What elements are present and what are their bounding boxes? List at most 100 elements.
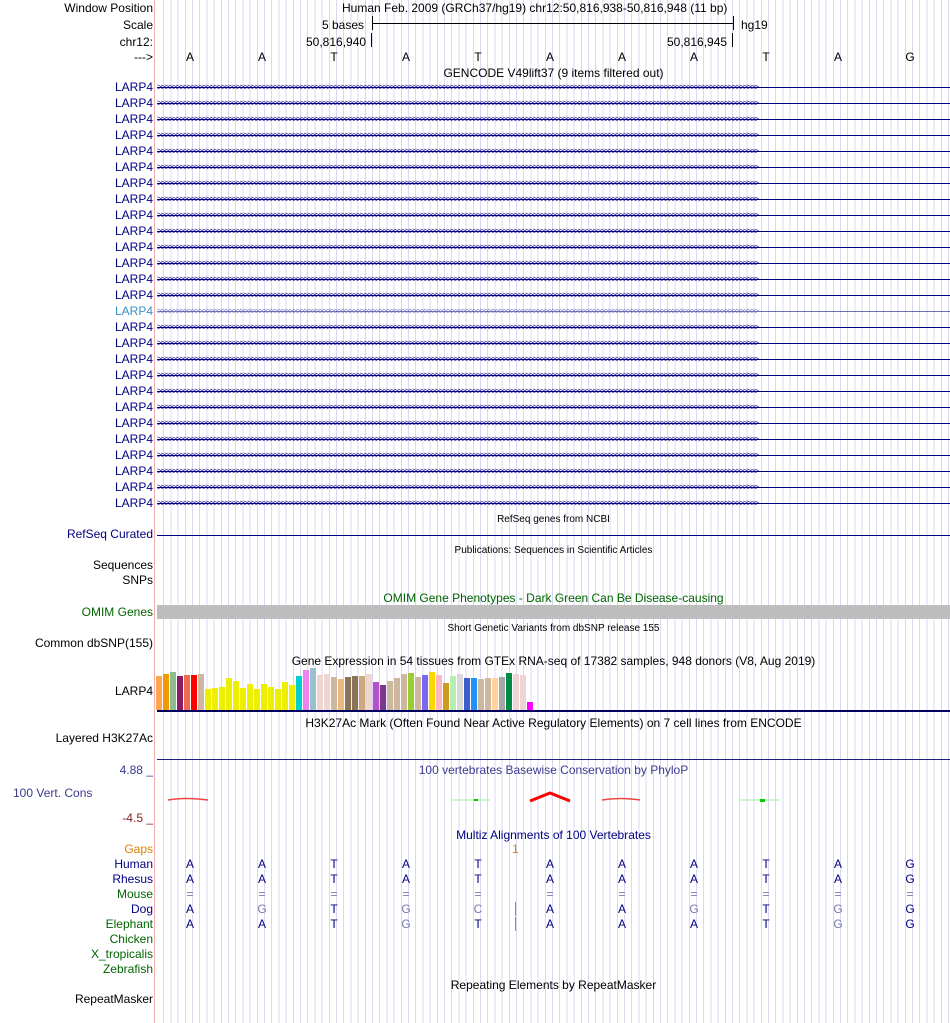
gtex-tissue-bar[interactable] — [380, 685, 386, 710]
gtex-tissue-bar[interactable] — [247, 684, 253, 710]
refseq-gene-line[interactable] — [157, 535, 950, 536]
gene-transcript[interactable]: >>>>>>>>>>>>>>>>>>>>>>>>>>>>>>>>>>>>>>>>… — [157, 259, 950, 268]
gtex-tissue-bar[interactable] — [485, 678, 491, 710]
gene-transcript[interactable]: >>>>>>>>>>>>>>>>>>>>>>>>>>>>>>>>>>>>>>>>… — [157, 163, 950, 172]
gene-label[interactable]: LARP4 — [114, 192, 153, 206]
gtex-tissue-bar[interactable] — [268, 687, 274, 710]
gtex-tissue-bar[interactable] — [275, 689, 281, 710]
gene-transcript[interactable]: >>>>>>>>>>>>>>>>>>>>>>>>>>>>>>>>>>>>>>>>… — [157, 387, 950, 396]
gtex-tissue-bar[interactable] — [422, 675, 428, 710]
gene-label[interactable]: LARP4 — [114, 80, 153, 94]
species-label-x_tropicalis[interactable]: X_tropicalis — [90, 947, 153, 961]
gtex-tissue-bar[interactable] — [513, 674, 519, 710]
gtex-tissue-bar[interactable] — [338, 679, 344, 710]
gtex-tissue-bar[interactable] — [233, 681, 239, 710]
gtex-tissue-bar[interactable] — [226, 678, 232, 710]
gtex-tissue-bar[interactable] — [457, 674, 463, 710]
gene-label[interactable]: LARP4 — [114, 384, 153, 398]
gene-transcript[interactable]: >>>>>>>>>>>>>>>>>>>>>>>>>>>>>>>>>>>>>>>>… — [157, 227, 950, 236]
gene-transcript[interactable]: >>>>>>>>>>>>>>>>>>>>>>>>>>>>>>>>>>>>>>>>… — [157, 211, 950, 220]
gtex-tissue-bar[interactable] — [429, 672, 435, 710]
gene-label[interactable]: LARP4 — [114, 432, 153, 446]
gene-label[interactable]: LARP4 — [114, 240, 153, 254]
gtex-tissue-bar[interactable] — [373, 682, 379, 710]
gtex-bar-chart[interactable] — [156, 660, 556, 710]
gene-label[interactable]: LARP4 — [114, 464, 153, 478]
gene-label[interactable]: LARP4 — [114, 480, 153, 494]
gene-label[interactable]: LARP4 — [114, 144, 153, 158]
gtex-tissue-bar[interactable] — [282, 682, 288, 710]
gtex-tissue-bar[interactable] — [289, 685, 295, 710]
gene-label[interactable]: LARP4 — [114, 304, 153, 318]
gene-label[interactable]: LARP4 — [114, 96, 153, 110]
gtex-tissue-bar[interactable] — [499, 677, 505, 710]
gene-transcript[interactable]: >>>>>>>>>>>>>>>>>>>>>>>>>>>>>>>>>>>>>>>>… — [157, 451, 950, 460]
gtex-tissue-bar[interactable] — [394, 678, 400, 710]
gtex-tissue-bar[interactable] — [261, 684, 267, 710]
gtex-tissue-bar[interactable] — [415, 677, 421, 710]
gene-label[interactable]: LARP4 — [114, 176, 153, 190]
gtex-tissue-bar[interactable] — [303, 670, 309, 710]
gene-transcript[interactable]: >>>>>>>>>>>>>>>>>>>>>>>>>>>>>>>>>>>>>>>>… — [157, 243, 950, 252]
gene-transcript[interactable]: >>>>>>>>>>>>>>>>>>>>>>>>>>>>>>>>>>>>>>>>… — [157, 99, 950, 108]
gene-transcript[interactable]: >>>>>>>>>>>>>>>>>>>>>>>>>>>>>>>>>>>>>>>>… — [157, 83, 950, 92]
gene-label[interactable]: LARP4 — [114, 128, 153, 142]
species-label-zebrafish[interactable]: Zebrafish — [102, 962, 153, 976]
gene-transcript[interactable]: >>>>>>>>>>>>>>>>>>>>>>>>>>>>>>>>>>>>>>>>… — [157, 195, 950, 204]
gtex-tissue-bar[interactable] — [436, 675, 442, 710]
omim-label[interactable]: OMIM Genes — [81, 605, 153, 619]
gtex-tissue-bar[interactable] — [310, 668, 316, 710]
gtex-tissue-bar[interactable] — [296, 676, 302, 710]
gtex-tissue-bar[interactable] — [191, 675, 197, 710]
gtex-tissue-bar[interactable] — [443, 683, 449, 710]
gene-label[interactable]: LARP4 — [114, 336, 153, 350]
gene-transcript[interactable]: >>>>>>>>>>>>>>>>>>>>>>>>>>>>>>>>>>>>>>>>… — [157, 371, 950, 380]
publications-label[interactable]: Sequences — [92, 558, 153, 572]
gene-label[interactable]: LARP4 — [114, 208, 153, 222]
h3k27ac-label[interactable]: Layered H3K27Ac — [55, 731, 153, 745]
species-label-mouse[interactable]: Mouse — [116, 887, 153, 901]
gtex-tissue-bar[interactable] — [506, 673, 512, 710]
omim-gene-bar[interactable] — [157, 605, 950, 619]
gtex-tissue-bar[interactable] — [219, 687, 225, 710]
gtex-tissue-bar[interactable] — [170, 672, 176, 710]
snps-label[interactable]: SNPs — [122, 573, 153, 587]
gene-transcript[interactable]: >>>>>>>>>>>>>>>>>>>>>>>>>>>>>>>>>>>>>>>>… — [157, 275, 950, 284]
gtex-tissue-bar[interactable] — [520, 675, 526, 710]
gtex-tissue-bar[interactable] — [177, 676, 183, 710]
gencode-title[interactable]: GENCODE V49lift37 (9 items filtered out) — [443, 66, 664, 80]
gene-transcript[interactable]: >>>>>>>>>>>>>>>>>>>>>>>>>>>>>>>>>>>>>>>>… — [157, 419, 950, 428]
gene-transcript[interactable]: >>>>>>>>>>>>>>>>>>>>>>>>>>>>>>>>>>>>>>>>… — [157, 467, 950, 476]
repeatmasker-label[interactable]: RepeatMasker — [74, 992, 153, 1006]
gtex-tissue-bar[interactable] — [366, 674, 372, 710]
gtex-tissue-bar[interactable] — [198, 674, 204, 710]
gene-label[interactable]: LARP4 — [114, 272, 153, 286]
gene-transcript[interactable]: >>>>>>>>>>>>>>>>>>>>>>>>>>>>>>>>>>>>>>>>… — [157, 179, 950, 188]
gene-transcript[interactable]: >>>>>>>>>>>>>>>>>>>>>>>>>>>>>>>>>>>>>>>>… — [157, 339, 950, 348]
gtex-tissue-bar[interactable] — [450, 676, 456, 710]
gene-transcript[interactable]: >>>>>>>>>>>>>>>>>>>>>>>>>>>>>>>>>>>>>>>>… — [157, 483, 950, 492]
species-label-chicken[interactable]: Chicken — [109, 932, 153, 946]
gene-transcript[interactable]: >>>>>>>>>>>>>>>>>>>>>>>>>>>>>>>>>>>>>>>>… — [157, 499, 950, 508]
gene-label[interactable]: LARP4 — [114, 256, 153, 270]
gtex-tissue-bar[interactable] — [352, 676, 358, 710]
gene-transcript[interactable]: >>>>>>>>>>>>>>>>>>>>>>>>>>>>>>>>>>>>>>>>… — [157, 323, 950, 332]
gene-label[interactable]: LARP4 — [114, 496, 153, 510]
species-label-human[interactable]: Human — [114, 857, 153, 871]
gtex-tissue-bar[interactable] — [527, 702, 533, 710]
gtex-label[interactable]: LARP4 — [114, 684, 153, 698]
gtex-tissue-bar[interactable] — [254, 689, 260, 710]
gtex-tissue-bar[interactable] — [401, 674, 407, 710]
gtex-tissue-bar[interactable] — [317, 675, 323, 710]
phylop-label[interactable]: 100 Vert. Cons — [13, 786, 93, 800]
gtex-tissue-bar[interactable] — [359, 676, 365, 710]
gtex-tissue-bar[interactable] — [156, 676, 162, 710]
gtex-tissue-bar[interactable] — [464, 678, 470, 710]
gene-label[interactable]: LARP4 — [114, 416, 153, 430]
gene-label[interactable]: LARP4 — [114, 112, 153, 126]
gtex-tissue-bar[interactable] — [184, 675, 190, 710]
gene-transcript[interactable]: >>>>>>>>>>>>>>>>>>>>>>>>>>>>>>>>>>>>>>>>… — [157, 131, 950, 140]
gtex-tissue-bar[interactable] — [240, 688, 246, 710]
gtex-tissue-bar[interactable] — [471, 678, 477, 710]
gene-transcript[interactable]: >>>>>>>>>>>>>>>>>>>>>>>>>>>>>>>>>>>>>>>>… — [157, 435, 950, 444]
